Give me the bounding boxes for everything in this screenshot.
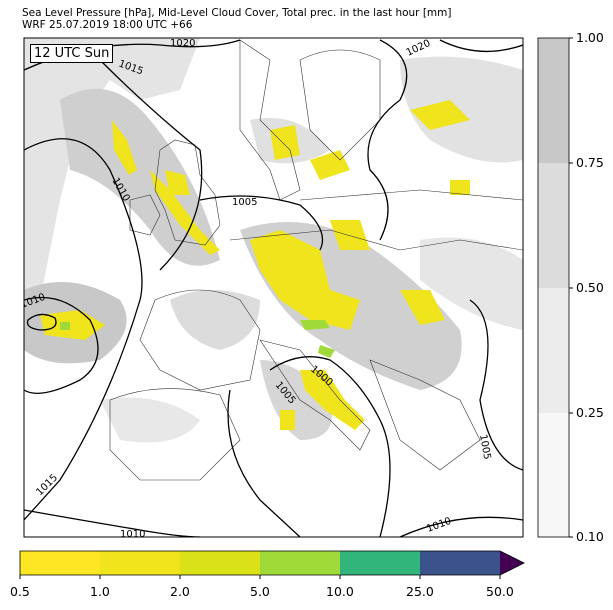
- heavy-precipitation: [60, 320, 335, 358]
- cloud-colorbar: [537, 37, 573, 538]
- map-title: Sea Level Pressure [hPa], Mid-Level Clou…: [22, 7, 452, 31]
- cloud-level-swatch: [538, 163, 569, 288]
- title-line-2: WRF 25.07.2019 18:00 UTC +66: [22, 19, 193, 31]
- precip-level-swatch: [420, 551, 500, 575]
- cloud-level-swatch: [538, 288, 569, 413]
- precip-tick: 50.0: [486, 584, 514, 599]
- precip-level-swatch: [500, 551, 524, 575]
- isobar-label: 1005: [477, 434, 492, 461]
- title-line-1: Sea Level Pressure [hPa], Mid-Level Clou…: [22, 7, 452, 19]
- cloud-tick: 0.75: [576, 155, 604, 170]
- isobar-label: 1005: [232, 197, 257, 208]
- map-area: 1020 1015 1020 1010 1005 1010 1000 1005 …: [24, 38, 523, 540]
- precip-colorbar: [19, 550, 525, 579]
- precip-tick: 2.0: [170, 584, 190, 599]
- precip-level-swatch: [180, 551, 260, 575]
- cloud-level-swatch: [538, 38, 569, 163]
- precip-tick: 1.0: [90, 584, 110, 599]
- isobar-label: 1020: [170, 38, 195, 49]
- precip-level-swatch: [260, 551, 340, 575]
- map-frame: [23, 37, 524, 538]
- isobar-label: 1010: [120, 529, 145, 540]
- cloud-tick: 0.25: [576, 405, 604, 420]
- cloud-tick: 0.50: [576, 280, 604, 295]
- isobars: [24, 39, 523, 537]
- cloud-level-swatch: [538, 413, 569, 537]
- cloud-tick: 1.00: [576, 30, 604, 45]
- precip-level-swatch: [100, 551, 180, 575]
- precip-level-swatch: [20, 551, 100, 575]
- precip-tick: 25.0: [406, 584, 434, 599]
- precip-tick: 5.0: [250, 584, 270, 599]
- precipitation: [40, 100, 470, 430]
- precip-level-swatch: [340, 551, 420, 575]
- valid-time-label: 12 UTC Sun: [30, 44, 114, 63]
- coastlines: [109, 39, 523, 481]
- precip-tick: 10.0: [326, 584, 354, 599]
- cloud-tick: 0.10: [576, 529, 604, 544]
- precip-tick: 0.5: [10, 584, 30, 599]
